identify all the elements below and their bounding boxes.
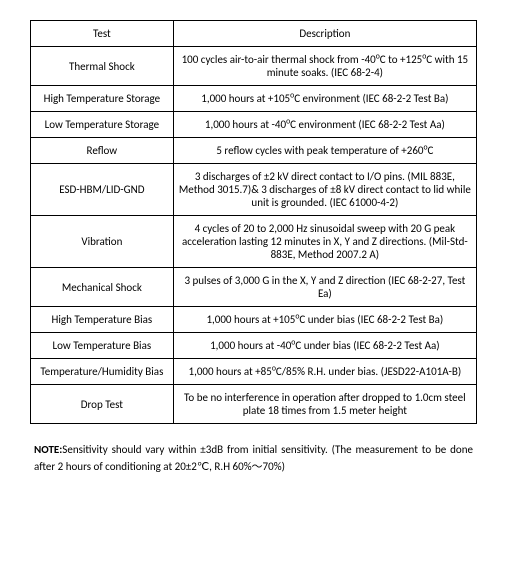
table-row: ESD-HBM/LID-GND3 discharges of ±2 kV dir… — [31, 164, 477, 216]
note-label: NOTE: — [34, 443, 62, 456]
note-block: NOTE:Sensitivity should vary within ±3dB… — [30, 442, 477, 475]
table-row: High Temperature Bias1,000 hours at +105… — [31, 307, 477, 333]
cell-desc: 3 pulses of 3,000 G in the X, Y and Z di… — [173, 268, 476, 307]
table-row: Reflow5 reflow cycles with peak temperat… — [31, 138, 477, 164]
cell-desc: 1,000 hours at -40oC environment (IEC 68… — [173, 112, 476, 138]
cell-test: Reflow — [31, 138, 174, 164]
table-header-row: Test Description — [31, 21, 477, 47]
cell-test: Temperature/Humidity Bias — [31, 359, 174, 385]
cell-desc: 1,000 hours at -40oC under bias (IEC 68-… — [173, 333, 476, 359]
cell-test: Vibration — [31, 216, 174, 268]
cell-desc: To be no interference in operation after… — [173, 385, 476, 424]
table-row: Drop TestTo be no interference in operat… — [31, 385, 477, 424]
spec-table: Test Description Thermal Shock100 cycles… — [30, 20, 477, 424]
cell-test: Mechanical Shock — [31, 268, 174, 307]
cell-test: High Temperature Storage — [31, 86, 174, 112]
cell-test: Thermal Shock — [31, 47, 174, 86]
cell-test: Low Temperature Storage — [31, 112, 174, 138]
table-row: Temperature/Humidity Bias1,000 hours at … — [31, 359, 477, 385]
table-row: Low Temperature Storage1,000 hours at -4… — [31, 112, 477, 138]
header-test: Test — [31, 21, 174, 47]
cell-test: Drop Test — [31, 385, 174, 424]
cell-desc: 1,000 hours at +105oC under bias (IEC 68… — [173, 307, 476, 333]
table-row: Thermal Shock100 cycles air-to-air therm… — [31, 47, 477, 86]
cell-test: ESD-HBM/LID-GND — [31, 164, 174, 216]
cell-test: Low Temperature Bias — [31, 333, 174, 359]
cell-desc: 1,000 hours at +85oC/85% R.H. under bias… — [173, 359, 476, 385]
table-row: Low Temperature Bias1,000 hours at -40oC… — [31, 333, 477, 359]
cell-desc: 4 cycles of 20 to 2,000 Hz sinusoidal sw… — [173, 216, 476, 268]
note-text: Sensitivity should vary within ±3dB from… — [34, 443, 473, 473]
cell-desc: 1,000 hours at +105oC environment (IEC 6… — [173, 86, 476, 112]
table-row: Mechanical Shock3 pulses of 3,000 G in t… — [31, 268, 477, 307]
table-row: High Temperature Storage1,000 hours at +… — [31, 86, 477, 112]
cell-desc: 5 reflow cycles with peak temperature of… — [173, 138, 476, 164]
cell-desc: 100 cycles air-to-air thermal shock from… — [173, 47, 476, 86]
header-desc: Description — [173, 21, 476, 47]
cell-desc: 3 discharges of ±2 kV direct contact to … — [173, 164, 476, 216]
cell-test: High Temperature Bias — [31, 307, 174, 333]
table-row: Vibration4 cycles of 20 to 2,000 Hz sinu… — [31, 216, 477, 268]
